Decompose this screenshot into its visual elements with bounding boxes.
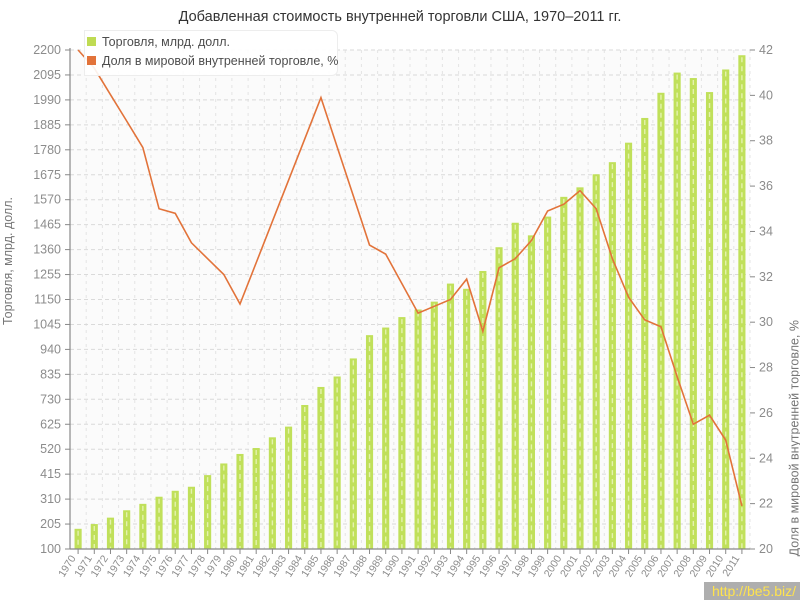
svg-text:24: 24: [759, 451, 773, 465]
svg-text:20: 20: [759, 542, 773, 556]
svg-text:38: 38: [759, 134, 773, 148]
svg-text:1045: 1045: [33, 317, 61, 331]
svg-text:2011: 2011: [720, 553, 742, 579]
svg-text:36: 36: [759, 179, 773, 193]
svg-text:40: 40: [759, 88, 773, 102]
svg-text:625: 625: [40, 417, 61, 431]
svg-text:415: 415: [40, 467, 61, 481]
svg-text:205: 205: [40, 517, 61, 531]
svg-text:1990: 1990: [33, 93, 61, 107]
svg-text:100: 100: [40, 542, 61, 556]
svg-text:2010: 2010: [704, 553, 727, 579]
svg-text:1465: 1465: [33, 218, 61, 232]
svg-text:42: 42: [759, 43, 773, 57]
svg-text:1675: 1675: [33, 168, 61, 182]
svg-text:520: 520: [40, 442, 61, 456]
svg-text:310: 310: [40, 492, 61, 506]
svg-text:730: 730: [40, 392, 61, 406]
svg-text:2200: 2200: [33, 43, 61, 57]
svg-text:1570: 1570: [33, 193, 61, 207]
svg-text:835: 835: [40, 367, 61, 381]
svg-text:2095: 2095: [33, 68, 61, 82]
svg-text:940: 940: [40, 342, 61, 356]
svg-text:34: 34: [759, 224, 773, 238]
svg-text:1150: 1150: [34, 293, 61, 307]
svg-text:1780: 1780: [33, 143, 61, 157]
svg-text:32: 32: [759, 270, 773, 284]
svg-text:22: 22: [759, 497, 773, 511]
svg-text:1885: 1885: [33, 118, 61, 132]
svg-text:1255: 1255: [33, 268, 61, 282]
svg-text:28: 28: [759, 361, 773, 375]
svg-text:26: 26: [759, 406, 773, 420]
svg-text:30: 30: [759, 315, 773, 329]
svg-text:1360: 1360: [33, 243, 61, 257]
